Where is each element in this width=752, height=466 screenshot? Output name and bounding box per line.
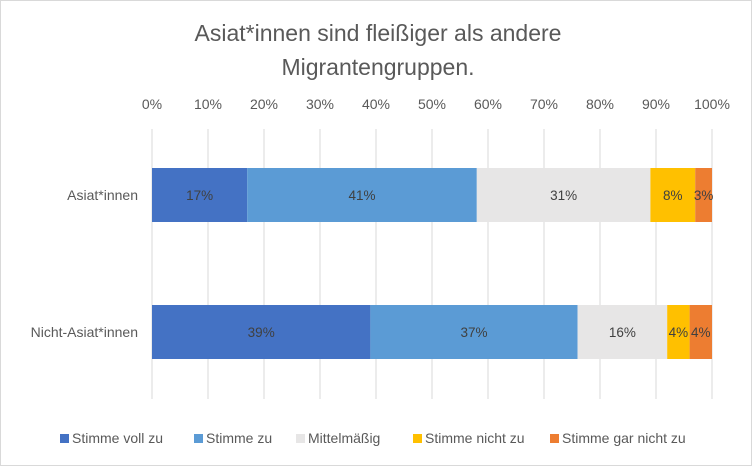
bar-segment [577,305,668,359]
x-tick-label: 100% [694,96,730,112]
legend-swatch [296,434,305,443]
category-labels: Asiat*innen Nicht-Asiat*innen [31,187,138,340]
category-label: Asiat*innen [67,187,138,203]
x-axis-tick-labels: 0% 10% 20% 30% 40% 50% 60% 70% 80% 90% 100% [142,96,730,112]
x-tick-label: 40% [362,96,390,112]
x-tick-label: 0% [142,96,162,112]
legend-label: Mittelmäßig [308,430,380,446]
legend-label: Stimme gar nicht zu [562,430,686,446]
x-tick-label: 60% [474,96,502,112]
category-label: Nicht-Asiat*innen [31,324,138,340]
legend-swatch [550,434,559,443]
legend-label: Stimme voll zu [72,430,163,446]
bar-segment [247,168,477,222]
bar-segment [370,305,578,359]
chart-title-line-2: Migrantengruppen. [281,54,474,80]
x-tick-label: 30% [306,96,334,112]
x-tick-label: 80% [586,96,614,112]
bar-segment [152,168,248,222]
legend: Stimme voll zu Stimme zu Mittelmäßig Stimme… [60,430,686,446]
legend-label: Stimme zu [206,430,272,446]
bar-segment [650,168,696,222]
data-label: 17% [186,188,213,203]
legend-swatch [194,434,203,443]
data-label: 41% [348,188,375,203]
x-tick-label: 10% [194,96,222,112]
x-tick-label: 90% [642,96,670,112]
bar-segment [152,305,371,359]
bar-segment [667,305,690,359]
data-label: 3% [694,188,714,203]
bar-segment [695,168,712,222]
x-tick-label: 50% [418,96,446,112]
data-label: 31% [550,188,577,203]
legend-swatch [413,434,422,443]
data-label: 8% [663,188,683,203]
x-tick-label: 70% [530,96,558,112]
bars: 17% 41% 31% 8% 3% 39% 37% 16% 4% 4% [152,168,713,359]
x-tick-label: 20% [250,96,278,112]
chart-title-line-1: Asiat*innen sind fleißiger als andere [195,20,562,46]
data-label: 39% [248,325,275,340]
bar-segment [689,305,712,359]
legend-label: Stimme nicht zu [425,430,525,446]
data-label: 37% [460,325,487,340]
data-label: 16% [609,325,636,340]
data-label: 4% [691,325,711,340]
bar-segment [476,168,651,222]
data-label: 4% [669,325,689,340]
legend-swatch [60,434,69,443]
